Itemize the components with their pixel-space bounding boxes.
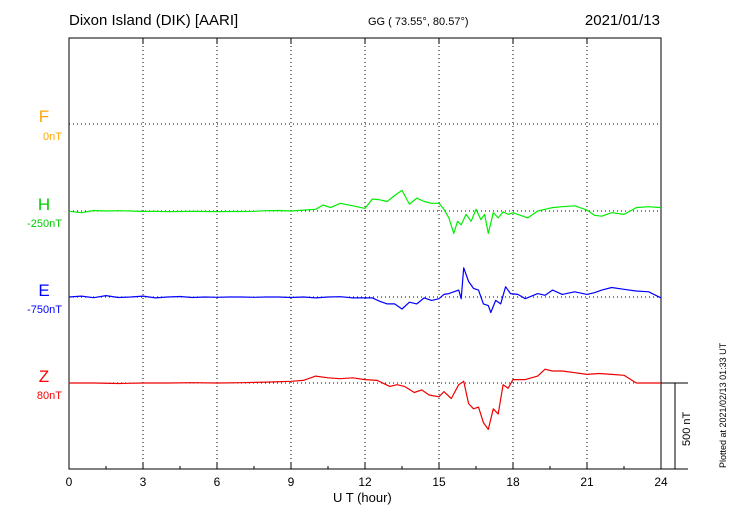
x-tick-label: 21 xyxy=(580,475,594,489)
series-line-h xyxy=(68,189,662,234)
series-line-z xyxy=(69,368,661,430)
x-tick-label: 18 xyxy=(506,475,520,489)
component-z-label: Z xyxy=(38,367,50,386)
component-h-baseline: -250nT xyxy=(27,218,62,230)
component-h-label: H xyxy=(37,195,51,214)
component-f-baseline: 0nT xyxy=(43,131,62,143)
scale-bar-label: 500 nT xyxy=(681,411,693,446)
component-f-label: F xyxy=(38,107,50,126)
plotted-timestamp: Plotted at 2021/02/13 01:33 UT xyxy=(718,342,728,468)
date-label: 2021/01/13 xyxy=(584,12,660,29)
x-tick-label: 9 xyxy=(288,475,295,489)
x-tick-label: 12 xyxy=(358,475,372,489)
x-axis-label: U T (hour) xyxy=(333,490,392,505)
series-line-e xyxy=(68,267,662,314)
station-coordinates: GG ( 73.55°, 80.57°) xyxy=(368,16,469,28)
x-tick-label: 0 xyxy=(66,475,73,489)
x-tick-label: 6 xyxy=(214,475,221,489)
x-tick-label: 3 xyxy=(140,475,147,489)
x-tick-label: 15 xyxy=(432,475,446,489)
x-tick-label: 24 xyxy=(654,475,668,489)
component-e-baseline: -750nT xyxy=(27,304,62,316)
station-title: Dixon Island (DIK) [AARI] xyxy=(69,12,239,29)
component-z-baseline: 80nT xyxy=(36,390,62,402)
component-e-label: E xyxy=(38,281,50,300)
